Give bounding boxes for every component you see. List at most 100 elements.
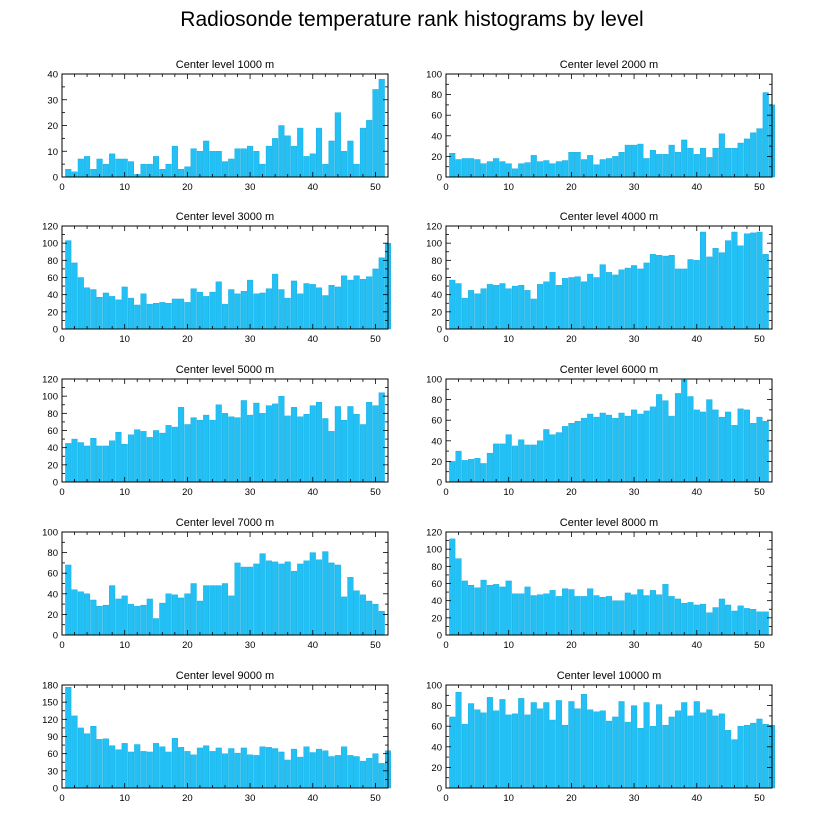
histogram-bar (240, 400, 247, 483)
panel-title: Center level 3000 m (176, 211, 274, 223)
histogram-bar (643, 595, 650, 636)
histogram-bar (372, 405, 379, 483)
histogram-bar (240, 566, 247, 636)
histogram-bar (90, 438, 97, 483)
histogram-bar (140, 431, 147, 483)
x-tick-label: 10 (503, 182, 514, 193)
histogram-bar (359, 127, 366, 178)
histogram-bar (562, 426, 569, 483)
histogram-bar (165, 163, 172, 178)
x-tick-label: 30 (245, 793, 256, 804)
x-tick-label: 50 (370, 334, 381, 345)
histogram-bar (618, 152, 625, 178)
histogram-bar (159, 302, 166, 330)
x-tick-label: 40 (691, 640, 702, 651)
histogram-bar (474, 458, 481, 483)
histogram-bar (71, 715, 78, 789)
x-tick-label: 40 (307, 793, 318, 804)
histogram-bar (265, 405, 272, 483)
histogram-bar (718, 133, 725, 178)
histogram-bar (334, 564, 341, 636)
histogram-bar (649, 590, 656, 636)
histogram-bar (65, 564, 72, 636)
histogram-bar (537, 284, 544, 330)
histogram-bar (681, 603, 688, 636)
histogram-bar (700, 712, 707, 789)
histogram-bar (366, 600, 373, 636)
histogram-bar (725, 604, 732, 636)
x-tick-label: 0 (443, 640, 448, 651)
y-tick-label: 30 (47, 766, 58, 777)
histogram-bar (562, 724, 569, 789)
histogram-bar (718, 252, 725, 330)
histogram-bar (178, 747, 185, 789)
y-tick-label: 80 (47, 409, 58, 420)
histogram-bar (328, 140, 335, 178)
histogram-bar (234, 293, 241, 330)
histogram-bar (290, 570, 297, 636)
histogram-bar (762, 611, 769, 636)
histogram-bar (524, 586, 531, 636)
histogram-bar (366, 276, 373, 330)
histogram-bar (96, 739, 103, 789)
histogram-bar (272, 403, 279, 483)
x-tick-label: 10 (119, 793, 130, 804)
histogram-bar (543, 429, 550, 483)
histogram-bar (618, 269, 625, 330)
histogram-bar (153, 618, 160, 636)
x-tick-label: 40 (307, 334, 318, 345)
histogram-bar (549, 163, 556, 178)
histogram-bar (134, 605, 141, 636)
histogram-bar (378, 763, 385, 789)
histogram-bar (486, 697, 493, 789)
histogram-bar (247, 414, 254, 483)
histogram-bar (537, 161, 544, 178)
histogram-bar (347, 755, 354, 789)
x-tick-label: 30 (629, 487, 640, 498)
histogram-bar (278, 751, 285, 789)
histogram-bar (359, 279, 366, 330)
y-tick-label: 40 (47, 443, 58, 454)
histogram-bar (468, 290, 475, 330)
histogram-bar (77, 442, 84, 483)
y-tick-label: 20 (47, 121, 58, 132)
histogram-bar (461, 158, 468, 178)
histogram-bar (209, 751, 216, 789)
panel-title: Center level 10000 m (557, 670, 662, 682)
histogram-bar (687, 602, 694, 636)
histogram-bar (190, 754, 197, 789)
histogram-bar (65, 443, 72, 483)
histogram-bar (493, 443, 500, 483)
y-tick-label: 0 (437, 173, 442, 184)
histogram-bar (297, 756, 304, 789)
histogram-bar (725, 240, 732, 330)
x-tick-label: 30 (245, 182, 256, 193)
histogram-bar (178, 597, 185, 636)
histogram-bar (102, 292, 109, 330)
histogram-bar (668, 144, 675, 178)
histogram-bar (253, 151, 260, 178)
histogram-bar (486, 161, 493, 178)
histogram-bar (725, 730, 732, 789)
x-tick-label: 10 (119, 182, 130, 193)
histogram-bar (499, 586, 506, 636)
histogram-bar (96, 297, 103, 330)
x-tick-label: 20 (182, 793, 193, 804)
histogram-bar (537, 594, 544, 636)
histogram-bar (687, 396, 694, 483)
histogram-bar (530, 298, 537, 330)
x-tick-label: 50 (754, 487, 765, 498)
histogram-bar (127, 751, 134, 789)
histogram-bar (115, 432, 122, 483)
histogram-bar (316, 401, 323, 483)
y-tick-label: 80 (47, 256, 58, 267)
histogram-panel: Center level 3000 m 0 10 20 30 40 50 0 20 40 60 80 1… (42, 211, 392, 345)
x-tick-label: 20 (566, 640, 577, 651)
histogram-bar (65, 169, 72, 178)
histogram-bar (449, 461, 456, 483)
histogram-bar (750, 232, 757, 330)
y-tick-label: 0 (437, 325, 442, 336)
histogram-bar (449, 716, 456, 789)
histogram-bar (334, 755, 341, 789)
histogram-bar (505, 580, 512, 636)
